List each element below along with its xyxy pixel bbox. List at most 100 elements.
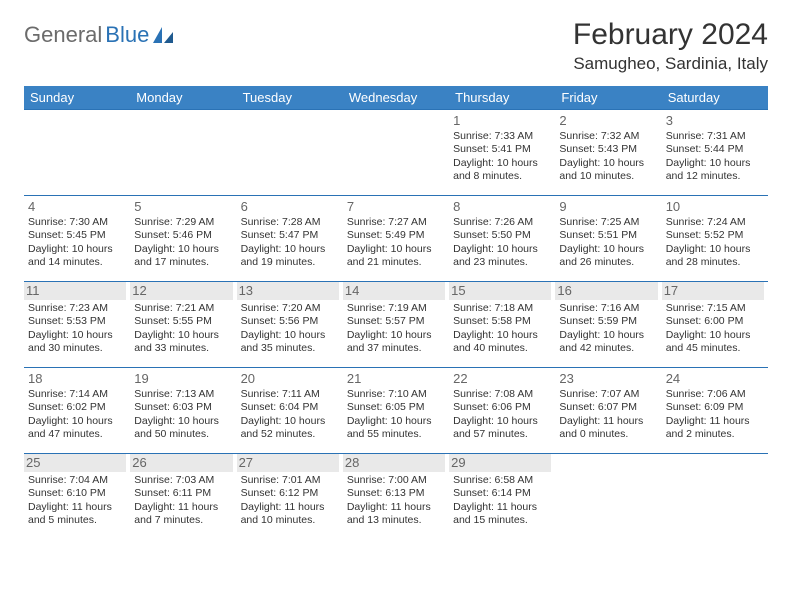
day-number: 5 [134, 199, 232, 215]
month-title: February 2024 [573, 18, 768, 52]
sunset-text: Sunset: 5:47 PM [241, 229, 339, 242]
calendar-row: 11Sunrise: 7:23 AMSunset: 5:53 PMDayligh… [24, 282, 768, 368]
day-number: 28 [343, 454, 445, 472]
sunset-text: Sunset: 6:00 PM [666, 315, 764, 328]
daylight-text: Daylight: 11 hours and 13 minutes. [347, 501, 445, 527]
sunset-text: Sunset: 5:44 PM [666, 143, 764, 156]
calendar-cell: 9Sunrise: 7:25 AMSunset: 5:51 PMDaylight… [555, 196, 661, 282]
calendar-cell: 14Sunrise: 7:19 AMSunset: 5:57 PMDayligh… [343, 282, 449, 368]
sunset-text: Sunset: 5:57 PM [347, 315, 445, 328]
day-number: 12 [130, 282, 232, 300]
day-number: 11 [24, 282, 126, 300]
calendar-cell: 6Sunrise: 7:28 AMSunset: 5:47 PMDaylight… [237, 196, 343, 282]
weekday-header: Wednesday [343, 86, 449, 110]
sunset-text: Sunset: 5:51 PM [559, 229, 657, 242]
calendar-cell: 19Sunrise: 7:13 AMSunset: 6:03 PMDayligh… [130, 368, 236, 454]
sunset-text: Sunset: 5:56 PM [241, 315, 339, 328]
sunset-text: Sunset: 5:52 PM [666, 229, 764, 242]
daylight-text: Daylight: 10 hours and 42 minutes. [559, 329, 657, 355]
weekday-header: Tuesday [237, 86, 343, 110]
calendar-body: 1Sunrise: 7:33 AMSunset: 5:41 PMDaylight… [24, 110, 768, 536]
header: General Blue February 2024 Samugheo, Sar… [24, 18, 768, 74]
sunrise-text: Sunrise: 7:13 AM [134, 388, 232, 401]
calendar-head: SundayMondayTuesdayWednesdayThursdayFrid… [24, 86, 768, 110]
logo: General Blue [24, 22, 173, 48]
sunset-text: Sunset: 6:13 PM [347, 487, 445, 500]
day-number: 15 [449, 282, 551, 300]
day-number: 18 [28, 371, 126, 387]
sunrise-text: Sunrise: 7:01 AM [241, 474, 339, 487]
calendar-cell-empty [662, 454, 768, 536]
sunset-text: Sunset: 5:45 PM [28, 229, 126, 242]
sunrise-text: Sunrise: 7:28 AM [241, 216, 339, 229]
calendar-cell: 28Sunrise: 7:00 AMSunset: 6:13 PMDayligh… [343, 454, 449, 536]
sunset-text: Sunset: 5:58 PM [453, 315, 551, 328]
daylight-text: Daylight: 10 hours and 33 minutes. [134, 329, 232, 355]
calendar-cell: 7Sunrise: 7:27 AMSunset: 5:49 PMDaylight… [343, 196, 449, 282]
calendar-cell: 3Sunrise: 7:31 AMSunset: 5:44 PMDaylight… [662, 110, 768, 196]
day-number: 14 [343, 282, 445, 300]
daylight-text: Daylight: 11 hours and 10 minutes. [241, 501, 339, 527]
sunrise-text: Sunrise: 7:23 AM [28, 302, 126, 315]
day-number: 9 [559, 199, 657, 215]
day-number: 17 [662, 282, 764, 300]
calendar-row: 25Sunrise: 7:04 AMSunset: 6:10 PMDayligh… [24, 454, 768, 536]
sunset-text: Sunset: 5:50 PM [453, 229, 551, 242]
calendar-cell: 10Sunrise: 7:24 AMSunset: 5:52 PMDayligh… [662, 196, 768, 282]
sunset-text: Sunset: 6:06 PM [453, 401, 551, 414]
sunrise-text: Sunrise: 7:18 AM [453, 302, 551, 315]
title-block: February 2024 Samugheo, Sardinia, Italy [573, 18, 768, 74]
daylight-text: Daylight: 10 hours and 21 minutes. [347, 243, 445, 269]
daylight-text: Daylight: 11 hours and 2 minutes. [666, 415, 764, 441]
sunrise-text: Sunrise: 7:29 AM [134, 216, 232, 229]
sunset-text: Sunset: 6:09 PM [666, 401, 764, 414]
daylight-text: Daylight: 10 hours and 12 minutes. [666, 157, 764, 183]
sunrise-text: Sunrise: 7:16 AM [559, 302, 657, 315]
day-number: 3 [666, 113, 764, 129]
calendar-cell-empty [130, 110, 236, 196]
weekday-header: Friday [555, 86, 661, 110]
sunset-text: Sunset: 6:04 PM [241, 401, 339, 414]
day-number: 7 [347, 199, 445, 215]
calendar-cell: 20Sunrise: 7:11 AMSunset: 6:04 PMDayligh… [237, 368, 343, 454]
daylight-text: Daylight: 10 hours and 14 minutes. [28, 243, 126, 269]
day-number: 10 [666, 199, 764, 215]
sunset-text: Sunset: 5:59 PM [559, 315, 657, 328]
weekday-header: Thursday [449, 86, 555, 110]
day-number: 4 [28, 199, 126, 215]
daylight-text: Daylight: 10 hours and 17 minutes. [134, 243, 232, 269]
sunrise-text: Sunrise: 7:32 AM [559, 130, 657, 143]
calendar-cell: 23Sunrise: 7:07 AMSunset: 6:07 PMDayligh… [555, 368, 661, 454]
calendar-cell: 11Sunrise: 7:23 AMSunset: 5:53 PMDayligh… [24, 282, 130, 368]
calendar-cell: 21Sunrise: 7:10 AMSunset: 6:05 PMDayligh… [343, 368, 449, 454]
calendar-cell: 12Sunrise: 7:21 AMSunset: 5:55 PMDayligh… [130, 282, 236, 368]
sunrise-text: Sunrise: 7:10 AM [347, 388, 445, 401]
day-number: 20 [241, 371, 339, 387]
day-number: 6 [241, 199, 339, 215]
calendar-cell: 29Sunrise: 6:58 AMSunset: 6:14 PMDayligh… [449, 454, 555, 536]
logo-text-blue: Blue [105, 22, 149, 48]
daylight-text: Daylight: 10 hours and 23 minutes. [453, 243, 551, 269]
calendar-page: General Blue February 2024 Samugheo, Sar… [0, 0, 792, 536]
day-number: 16 [555, 282, 657, 300]
sunset-text: Sunset: 6:03 PM [134, 401, 232, 414]
location: Samugheo, Sardinia, Italy [573, 54, 768, 74]
calendar-cell: 5Sunrise: 7:29 AMSunset: 5:46 PMDaylight… [130, 196, 236, 282]
calendar-cell: 15Sunrise: 7:18 AMSunset: 5:58 PMDayligh… [449, 282, 555, 368]
sunrise-text: Sunrise: 7:11 AM [241, 388, 339, 401]
calendar-cell: 27Sunrise: 7:01 AMSunset: 6:12 PMDayligh… [237, 454, 343, 536]
calendar-cell: 17Sunrise: 7:15 AMSunset: 6:00 PMDayligh… [662, 282, 768, 368]
sunrise-text: Sunrise: 7:14 AM [28, 388, 126, 401]
day-number: 25 [24, 454, 126, 472]
sunset-text: Sunset: 6:02 PM [28, 401, 126, 414]
sunset-text: Sunset: 6:07 PM [559, 401, 657, 414]
sunrise-text: Sunrise: 7:31 AM [666, 130, 764, 143]
day-number: 1 [453, 113, 551, 129]
weekday-header: Monday [130, 86, 236, 110]
daylight-text: Daylight: 10 hours and 57 minutes. [453, 415, 551, 441]
calendar-cell-empty [555, 454, 661, 536]
day-number: 22 [453, 371, 551, 387]
sunrise-text: Sunrise: 7:33 AM [453, 130, 551, 143]
day-number: 19 [134, 371, 232, 387]
daylight-text: Daylight: 10 hours and 10 minutes. [559, 157, 657, 183]
